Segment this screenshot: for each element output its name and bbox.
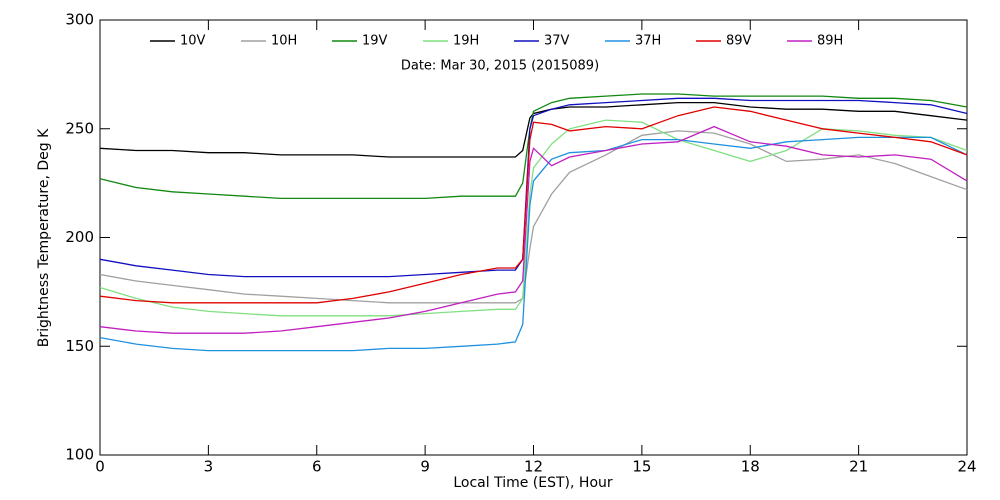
y-tick-label: 200 bbox=[65, 228, 94, 246]
series-line bbox=[99, 119, 968, 317]
legend-label: 10V bbox=[180, 34, 206, 49]
y-axis-title: Brightness Temperature, Deg K bbox=[36, 128, 52, 347]
x-tick-label: 12 bbox=[524, 458, 543, 476]
legend-label: 37V bbox=[544, 34, 570, 49]
series-line bbox=[99, 125, 968, 334]
series-line bbox=[99, 130, 968, 304]
y-tick-label: 300 bbox=[65, 11, 94, 29]
chart-subtitle: Date: Mar 30, 2015 (2015089) bbox=[401, 59, 599, 74]
y-tick-label: 250 bbox=[65, 119, 94, 137]
x-tick-label: 24 bbox=[957, 458, 976, 476]
series-line bbox=[99, 101, 968, 158]
legend-label: 19H bbox=[453, 34, 479, 49]
x-tick-label: 18 bbox=[741, 458, 760, 476]
y-tick-label: 150 bbox=[65, 337, 94, 355]
x-axis-title: Local Time (EST), Hour bbox=[453, 475, 613, 491]
legend-label: 89V bbox=[726, 34, 752, 49]
plot-frame bbox=[99, 19, 968, 456]
y-tick-label: 100 bbox=[65, 446, 94, 464]
x-tick-label: 9 bbox=[420, 458, 430, 476]
series-line bbox=[99, 97, 968, 278]
legend-label: 89H bbox=[817, 34, 843, 49]
legend-label: 37H bbox=[635, 34, 661, 49]
series-line bbox=[99, 106, 968, 304]
x-tick-label: 15 bbox=[632, 458, 651, 476]
x-tick-label: 0 bbox=[95, 458, 105, 476]
legend-label: 19V bbox=[362, 34, 388, 49]
series-line bbox=[99, 136, 968, 352]
x-tick-label: 6 bbox=[312, 458, 322, 476]
x-tick-label: 21 bbox=[849, 458, 868, 476]
x-tick-label: 3 bbox=[204, 458, 214, 476]
legend-label: 10H bbox=[271, 34, 297, 49]
